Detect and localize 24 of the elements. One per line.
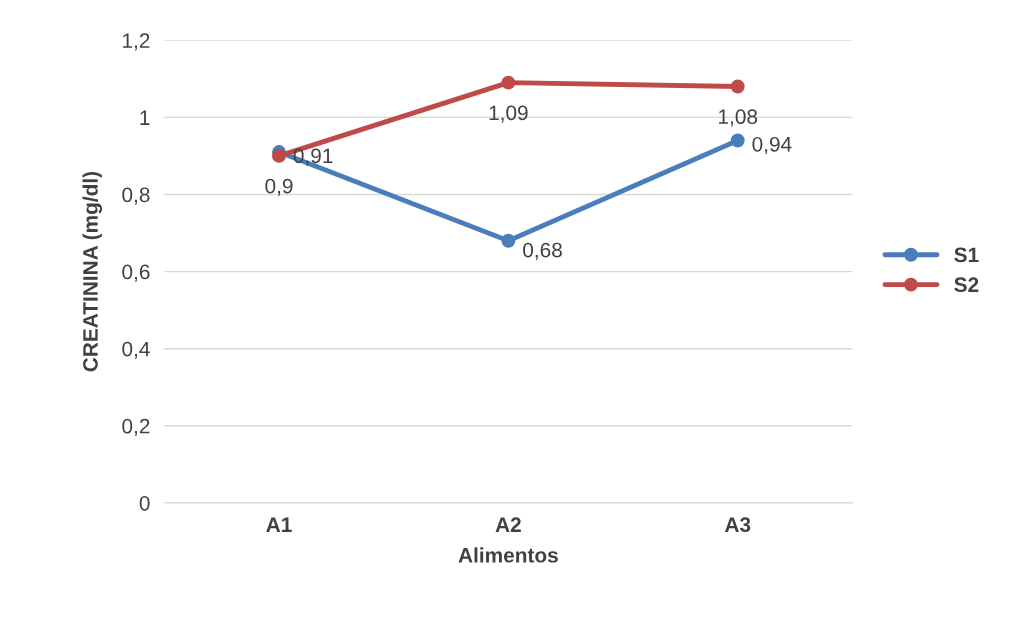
- point: [501, 233, 516, 248]
- legend-label: S1: [954, 247, 979, 263]
- y-tick-label: 0,4: [122, 341, 150, 359]
- y-tick-label: 0,6: [122, 264, 150, 282]
- legend-label: S2: [954, 277, 979, 293]
- data-label: 0,91: [293, 148, 333, 166]
- y-tick-label: 1,2: [123, 33, 150, 51]
- point: [501, 75, 516, 90]
- data-label: 1,08: [719, 109, 758, 127]
- data-label: 0,94: [752, 136, 792, 155]
- x-tick-label: A2: [495, 517, 521, 532]
- y-tick-label: 0,2: [122, 418, 150, 436]
- y-tick-label: 1: [140, 110, 150, 125]
- x-tick-label: A3: [724, 517, 751, 533]
- y-axis-title: CREATININA (mg/dl): [82, 171, 103, 372]
- x-axis-title: Alimentos: [458, 547, 558, 563]
- data-label: 0,9: [265, 178, 293, 196]
- data-label: 1,09: [489, 105, 528, 123]
- y-tick-label: 0: [139, 495, 150, 511]
- data-label: 0,68: [523, 242, 562, 260]
- x-tick-label: A1: [266, 517, 292, 532]
- point: [730, 79, 745, 94]
- point: [730, 133, 745, 148]
- y-tick-label: 0,8: [122, 187, 150, 205]
